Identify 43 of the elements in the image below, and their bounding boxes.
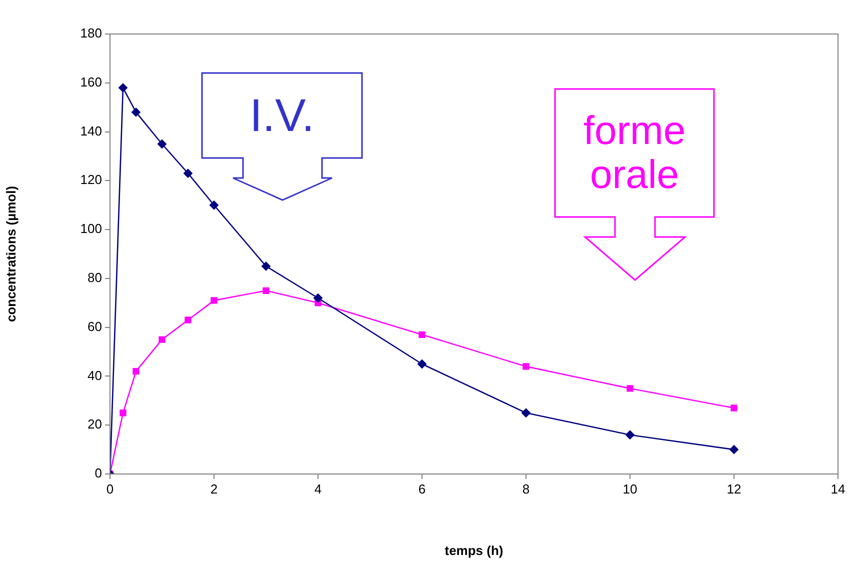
x-tick-label: 14 — [830, 481, 846, 496]
point — [210, 297, 218, 304]
point — [262, 287, 270, 294]
point — [730, 445, 738, 454]
x-tick-label: 8 — [522, 481, 530, 496]
point — [730, 404, 738, 412]
y-tick-label: 80 — [88, 270, 102, 286]
y-tick-label: 60 — [88, 318, 102, 334]
x-tick-label: 12 — [726, 481, 742, 496]
x-tick-label: 2 — [210, 481, 218, 496]
point — [184, 316, 192, 324]
y-tick-label: 20 — [88, 416, 102, 432]
y-tick-label: 120 — [80, 172, 102, 188]
y-tick-label: 140 — [80, 123, 102, 138]
point — [522, 408, 530, 418]
point — [314, 294, 322, 302]
y-tick-label: 0 — [94, 466, 102, 481]
point — [120, 410, 126, 416]
point — [418, 331, 426, 338]
point — [522, 363, 530, 370]
point — [118, 83, 128, 92]
point — [626, 385, 634, 392]
y-tick-label: 40 — [88, 368, 102, 383]
point — [184, 168, 192, 178]
x-tick-label: 4 — [314, 481, 322, 496]
x-tick-label: 6 — [418, 481, 426, 496]
x-tick-label: 0 — [106, 481, 114, 496]
point — [158, 336, 166, 343]
point — [210, 200, 218, 210]
point — [132, 368, 140, 375]
x-tick-label: 10 — [622, 481, 638, 496]
point — [158, 140, 166, 148]
y-tick-label: 160 — [80, 74, 102, 90]
annotation: forme orale — [582, 108, 687, 199]
point — [262, 262, 270, 271]
point — [626, 430, 634, 440]
point — [418, 360, 426, 368]
point — [132, 108, 140, 117]
y-tick-label: 100 — [80, 221, 102, 236]
x-axis-title: temps (h) — [444, 542, 504, 558]
y-tick-label: 180 — [80, 26, 102, 41]
y-axis-title: concentrations (µmol) — [3, 186, 18, 322]
annotation: I.V. — [248, 88, 316, 144]
